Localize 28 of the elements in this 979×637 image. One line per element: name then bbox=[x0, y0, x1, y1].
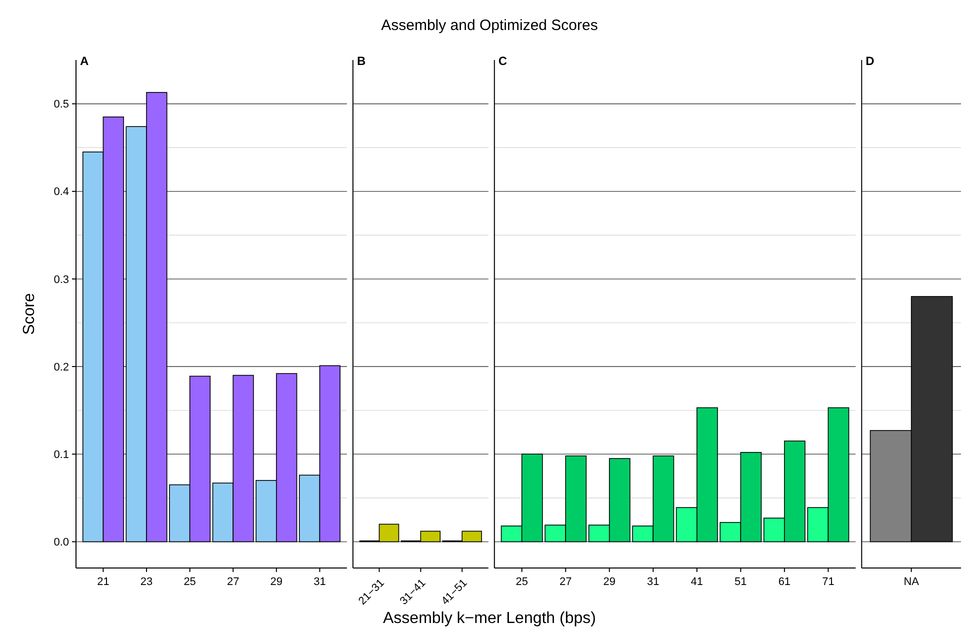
x-tick-label: 51 bbox=[734, 576, 747, 588]
x-tick-label: 29 bbox=[270, 576, 283, 588]
y-tick-label: 0.1 bbox=[54, 448, 69, 461]
x-tick-label: 71 bbox=[822, 576, 834, 588]
x-tick-label: 31 bbox=[647, 576, 660, 588]
x-tick-label: 29 bbox=[603, 576, 616, 588]
chart-title: D bbox=[866, 54, 875, 68]
y-tick-label: 0.0 bbox=[54, 536, 69, 549]
chart-title: A bbox=[80, 54, 89, 68]
x-tick-label: 41 bbox=[690, 576, 704, 588]
x-tick-label: 25 bbox=[184, 576, 196, 588]
x-tick-label: 25 bbox=[516, 576, 528, 588]
chart-title: B bbox=[356, 54, 366, 68]
y-tick-label: 0.4 bbox=[54, 186, 69, 198]
x-tick-label: 21 bbox=[97, 576, 110, 588]
x-tick-label: 23 bbox=[140, 576, 153, 588]
x-tick-label: 31 bbox=[314, 576, 326, 588]
y-axis-title: Score bbox=[21, 293, 38, 335]
text: Assembly and Optimized Scores bbox=[381, 17, 598, 34]
x-tick-label: NA bbox=[904, 576, 920, 588]
x-axis-title: Assembly k−mer Length (bps) bbox=[383, 610, 596, 627]
x-tick-label: 61 bbox=[778, 576, 791, 588]
y-tick-label: 0.5 bbox=[54, 98, 69, 111]
y-tick-label: 0.2 bbox=[54, 361, 69, 374]
chart-title: C bbox=[498, 54, 508, 68]
x-tick-label: 27 bbox=[226, 576, 240, 588]
x-tick-label: 27 bbox=[559, 576, 572, 588]
y-tick-label: 0.3 bbox=[54, 274, 69, 286]
